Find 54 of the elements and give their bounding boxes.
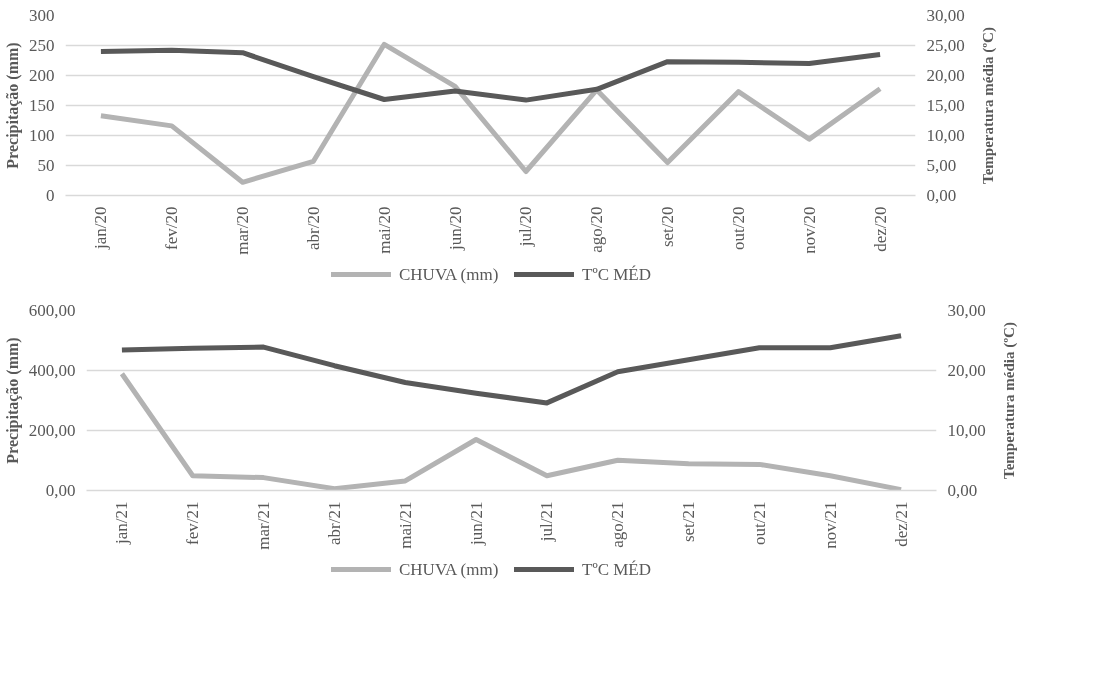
legend-label: TºC MÉD — [582, 560, 652, 579]
x-tick-label: mar/21 — [254, 501, 274, 550]
y2-tick-label: 15,00 — [926, 96, 965, 115]
y2-tick-label: 10,00 — [947, 421, 986, 440]
x-tick-label: jul/20 — [516, 206, 536, 248]
y-tick-label: 200 — [29, 66, 55, 85]
y2-tick-label: 0,00 — [947, 481, 978, 500]
x-tick-label: mar/20 — [233, 206, 253, 255]
y2-axis-title: Temperatura média (ºC) — [979, 27, 997, 184]
x-tick-label: jan/20 — [91, 206, 111, 250]
x-tick-label: abr/20 — [303, 206, 323, 250]
y-tick-label: 200,00 — [28, 421, 76, 440]
x-tick-label: fev/21 — [183, 501, 203, 545]
y2-tick-label: 20,00 — [926, 66, 965, 85]
x-tick-label: ago/21 — [608, 501, 628, 548]
x-tick-label: mai/21 — [395, 501, 415, 549]
y-tick-label: 400,00 — [28, 361, 76, 380]
y-tick-label: 0,00 — [45, 481, 76, 500]
legend-label: CHUVA (mm) — [399, 265, 499, 284]
y-axis-title: Precipitação (mm) — [4, 42, 22, 169]
y-tick-label: 50 — [37, 156, 55, 175]
x-tick-label: fev/20 — [162, 206, 182, 250]
x-tick-label: mai/20 — [374, 206, 394, 254]
x-tick-label: jun/20 — [445, 206, 465, 251]
legend-label: CHUVA (mm) — [399, 560, 499, 579]
x-tick-label: jan/21 — [112, 501, 132, 545]
x-tick-label: nov/21 — [820, 501, 840, 549]
x-tick-label: abr/21 — [324, 501, 344, 545]
y-tick-label: 250 — [29, 36, 55, 55]
x-tick-label: ago/20 — [587, 206, 607, 253]
y-tick-label: 0 — [46, 186, 55, 205]
legend-label: TºC MÉD — [582, 265, 652, 284]
x-tick-label: set/20 — [658, 206, 678, 248]
x-tick-label: dez/21 — [891, 501, 911, 547]
y2-tick-label: 20,00 — [947, 361, 986, 380]
y2-tick-label: 5,00 — [926, 156, 957, 175]
y2-tick-label: 0,00 — [926, 186, 957, 205]
y-tick-label: 600,00 — [28, 301, 76, 320]
y2-tick-label: 25,00 — [926, 36, 965, 55]
y-tick-label: 100 — [29, 126, 55, 145]
x-tick-label: nov/20 — [799, 206, 819, 254]
y-tick-label: 150 — [29, 96, 55, 115]
x-tick-label: set/21 — [679, 501, 699, 543]
x-tick-label: jun/21 — [466, 501, 486, 546]
y2-axis-title: Temperatura média (ºC) — [1000, 322, 1018, 479]
x-tick-label: out/20 — [728, 206, 748, 250]
y2-tick-label: 10,00 — [926, 126, 965, 145]
y2-tick-label: 30,00 — [947, 301, 986, 320]
y-axis-title: Precipitação (mm) — [3, 337, 22, 464]
y2-tick-label: 30,00 — [926, 6, 965, 25]
x-tick-label: jul/21 — [537, 501, 557, 543]
x-tick-label: dez/20 — [870, 206, 890, 252]
x-tick-label: out/21 — [749, 501, 769, 545]
y-tick-label: 300 — [29, 6, 55, 25]
